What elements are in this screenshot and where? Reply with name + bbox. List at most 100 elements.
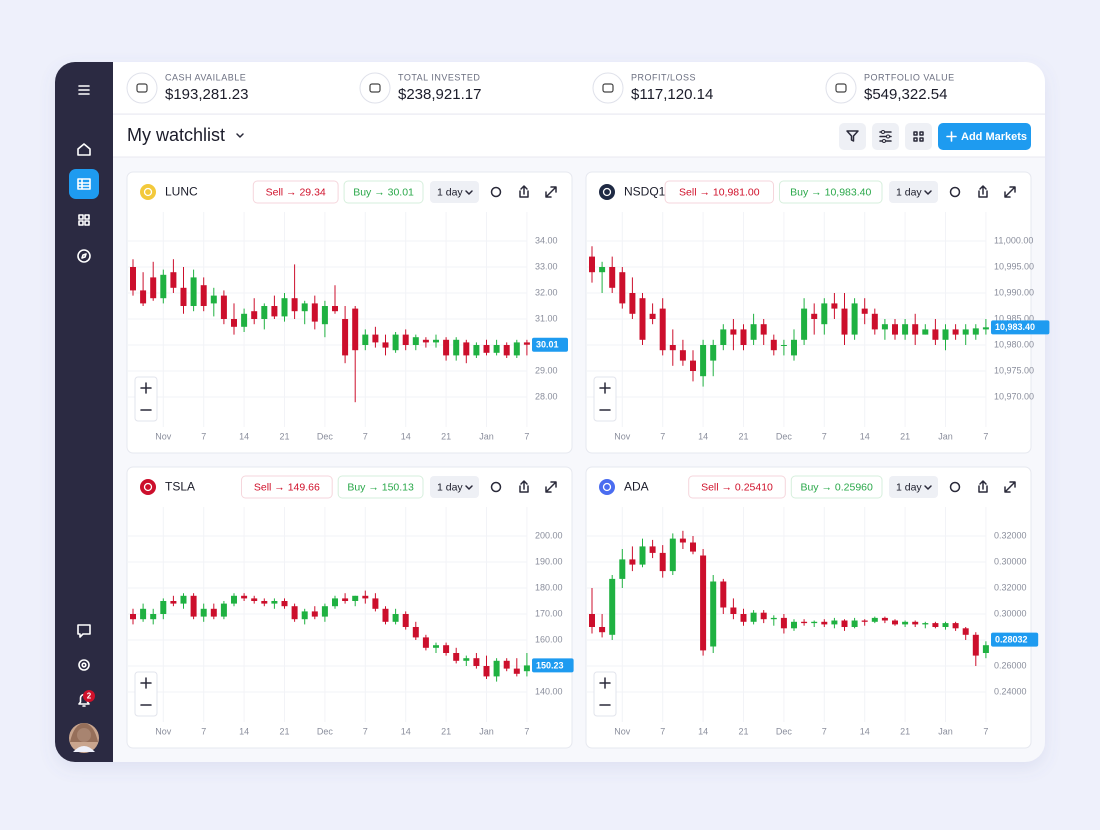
candle-body bbox=[422, 339, 429, 343]
candle-body bbox=[619, 272, 626, 304]
sell-button[interactable] bbox=[241, 475, 333, 499]
x-tick-label: 7 bbox=[524, 726, 529, 736]
filter-button[interactable] bbox=[839, 123, 866, 150]
interval-caret bbox=[924, 485, 932, 490]
sell-button[interactable] bbox=[252, 180, 339, 204]
candle-body bbox=[220, 603, 227, 617]
candle-body bbox=[851, 303, 858, 335]
nav-settings[interactable] bbox=[78, 659, 90, 671]
settings-icon[interactable] bbox=[490, 481, 502, 493]
candle-body bbox=[720, 329, 727, 345]
x-tick-label: 21 bbox=[900, 726, 910, 736]
share-icon[interactable] bbox=[519, 480, 529, 493]
candle-body bbox=[760, 324, 767, 335]
settings-icon[interactable] bbox=[490, 186, 502, 198]
candle-body bbox=[770, 339, 777, 351]
candle-body bbox=[261, 306, 268, 319]
interval-select[interactable] bbox=[430, 181, 479, 203]
buy-button[interactable] bbox=[337, 475, 424, 499]
candle-body bbox=[871, 617, 878, 622]
candle-body bbox=[740, 329, 747, 345]
interval-select[interactable] bbox=[889, 181, 938, 203]
nav-support[interactable] bbox=[77, 624, 91, 638]
candle-body bbox=[629, 559, 636, 565]
y-tick-label: 10,975.00 bbox=[994, 365, 1034, 375]
candle-body bbox=[281, 601, 288, 607]
candle-body bbox=[669, 345, 676, 351]
share-icon[interactable] bbox=[519, 185, 529, 198]
candle-body bbox=[649, 313, 656, 319]
expand-icon[interactable] bbox=[1004, 481, 1016, 493]
buy-label: Buy → 30.01 bbox=[353, 186, 414, 198]
candle-body bbox=[140, 290, 147, 304]
buy-button[interactable] bbox=[343, 180, 424, 204]
symbol-name: LUNC bbox=[165, 185, 198, 199]
x-tick-label: 14 bbox=[401, 726, 411, 736]
candle-body bbox=[473, 658, 480, 666]
candle-body bbox=[649, 546, 656, 553]
avatar[interactable] bbox=[69, 723, 99, 753]
candle-body bbox=[210, 608, 217, 617]
stat-icon bbox=[592, 72, 624, 104]
layout-button[interactable] bbox=[905, 123, 932, 150]
stat-icon bbox=[825, 72, 857, 104]
stat-glyph bbox=[136, 83, 148, 93]
add-markets-button[interactable] bbox=[938, 123, 1031, 150]
nav-explore[interactable] bbox=[77, 249, 91, 263]
menu-button[interactable] bbox=[78, 85, 90, 95]
x-tick-label: Dec bbox=[317, 726, 334, 736]
title-dropdown[interactable] bbox=[236, 133, 244, 138]
sell-button[interactable] bbox=[664, 180, 774, 204]
x-tick-label: 14 bbox=[860, 431, 870, 441]
candle-body bbox=[639, 298, 646, 340]
candle-body bbox=[342, 319, 349, 356]
candle-body bbox=[523, 342, 530, 345]
y-tick-label: 29.00 bbox=[535, 365, 558, 375]
y-tick-label: 0.32000 bbox=[994, 530, 1027, 540]
expand-icon[interactable] bbox=[545, 481, 557, 493]
candle-body bbox=[619, 559, 626, 579]
y-tick-label: 33.00 bbox=[535, 261, 558, 271]
candle-body bbox=[750, 612, 757, 622]
nav-watchlist[interactable] bbox=[69, 169, 99, 199]
x-tick-label: Jan bbox=[479, 431, 494, 441]
symbol-icon bbox=[599, 184, 615, 200]
x-tick-label: Jan bbox=[938, 431, 953, 441]
y-tick-label: 200.00 bbox=[535, 530, 563, 540]
candle-body bbox=[150, 277, 157, 299]
candle-body bbox=[301, 611, 308, 620]
candle-body bbox=[130, 267, 136, 291]
stat-label: CASH AVAILABLE bbox=[165, 72, 246, 82]
share-icon[interactable] bbox=[978, 185, 988, 198]
zoom-icons bbox=[140, 382, 152, 411]
settings-icon[interactable] bbox=[949, 481, 961, 493]
candle-body bbox=[730, 607, 737, 614]
x-tick-label: 14 bbox=[860, 726, 870, 736]
sell-button[interactable] bbox=[688, 475, 786, 499]
x-tick-label: 21 bbox=[900, 431, 910, 441]
price-tag-label: 30.01 bbox=[536, 340, 559, 350]
candle-body bbox=[241, 313, 248, 327]
share-icon[interactable] bbox=[978, 480, 988, 493]
interval-select[interactable] bbox=[889, 476, 938, 498]
nav-home[interactable] bbox=[77, 143, 91, 156]
candle-body bbox=[311, 611, 318, 617]
candle-body bbox=[382, 608, 389, 622]
x-tick-label: 21 bbox=[279, 431, 289, 441]
candle-body bbox=[912, 621, 919, 625]
settings-icon[interactable] bbox=[949, 186, 961, 198]
expand-icon[interactable] bbox=[1004, 186, 1016, 198]
stat-glyph bbox=[835, 83, 847, 93]
nav-dashboard[interactable] bbox=[78, 214, 90, 226]
buy-button[interactable] bbox=[790, 475, 883, 499]
candle-body bbox=[372, 334, 379, 343]
buy-label: Buy → 150.13 bbox=[347, 481, 414, 493]
stat-value: $193,281.23 bbox=[165, 86, 248, 103]
candle-body bbox=[443, 339, 450, 356]
symbol-icon-inner bbox=[602, 482, 612, 492]
expand-icon[interactable] bbox=[545, 186, 557, 198]
interval-select[interactable] bbox=[430, 476, 479, 498]
buy-button[interactable] bbox=[779, 180, 883, 204]
chart-panel bbox=[585, 466, 1032, 749]
